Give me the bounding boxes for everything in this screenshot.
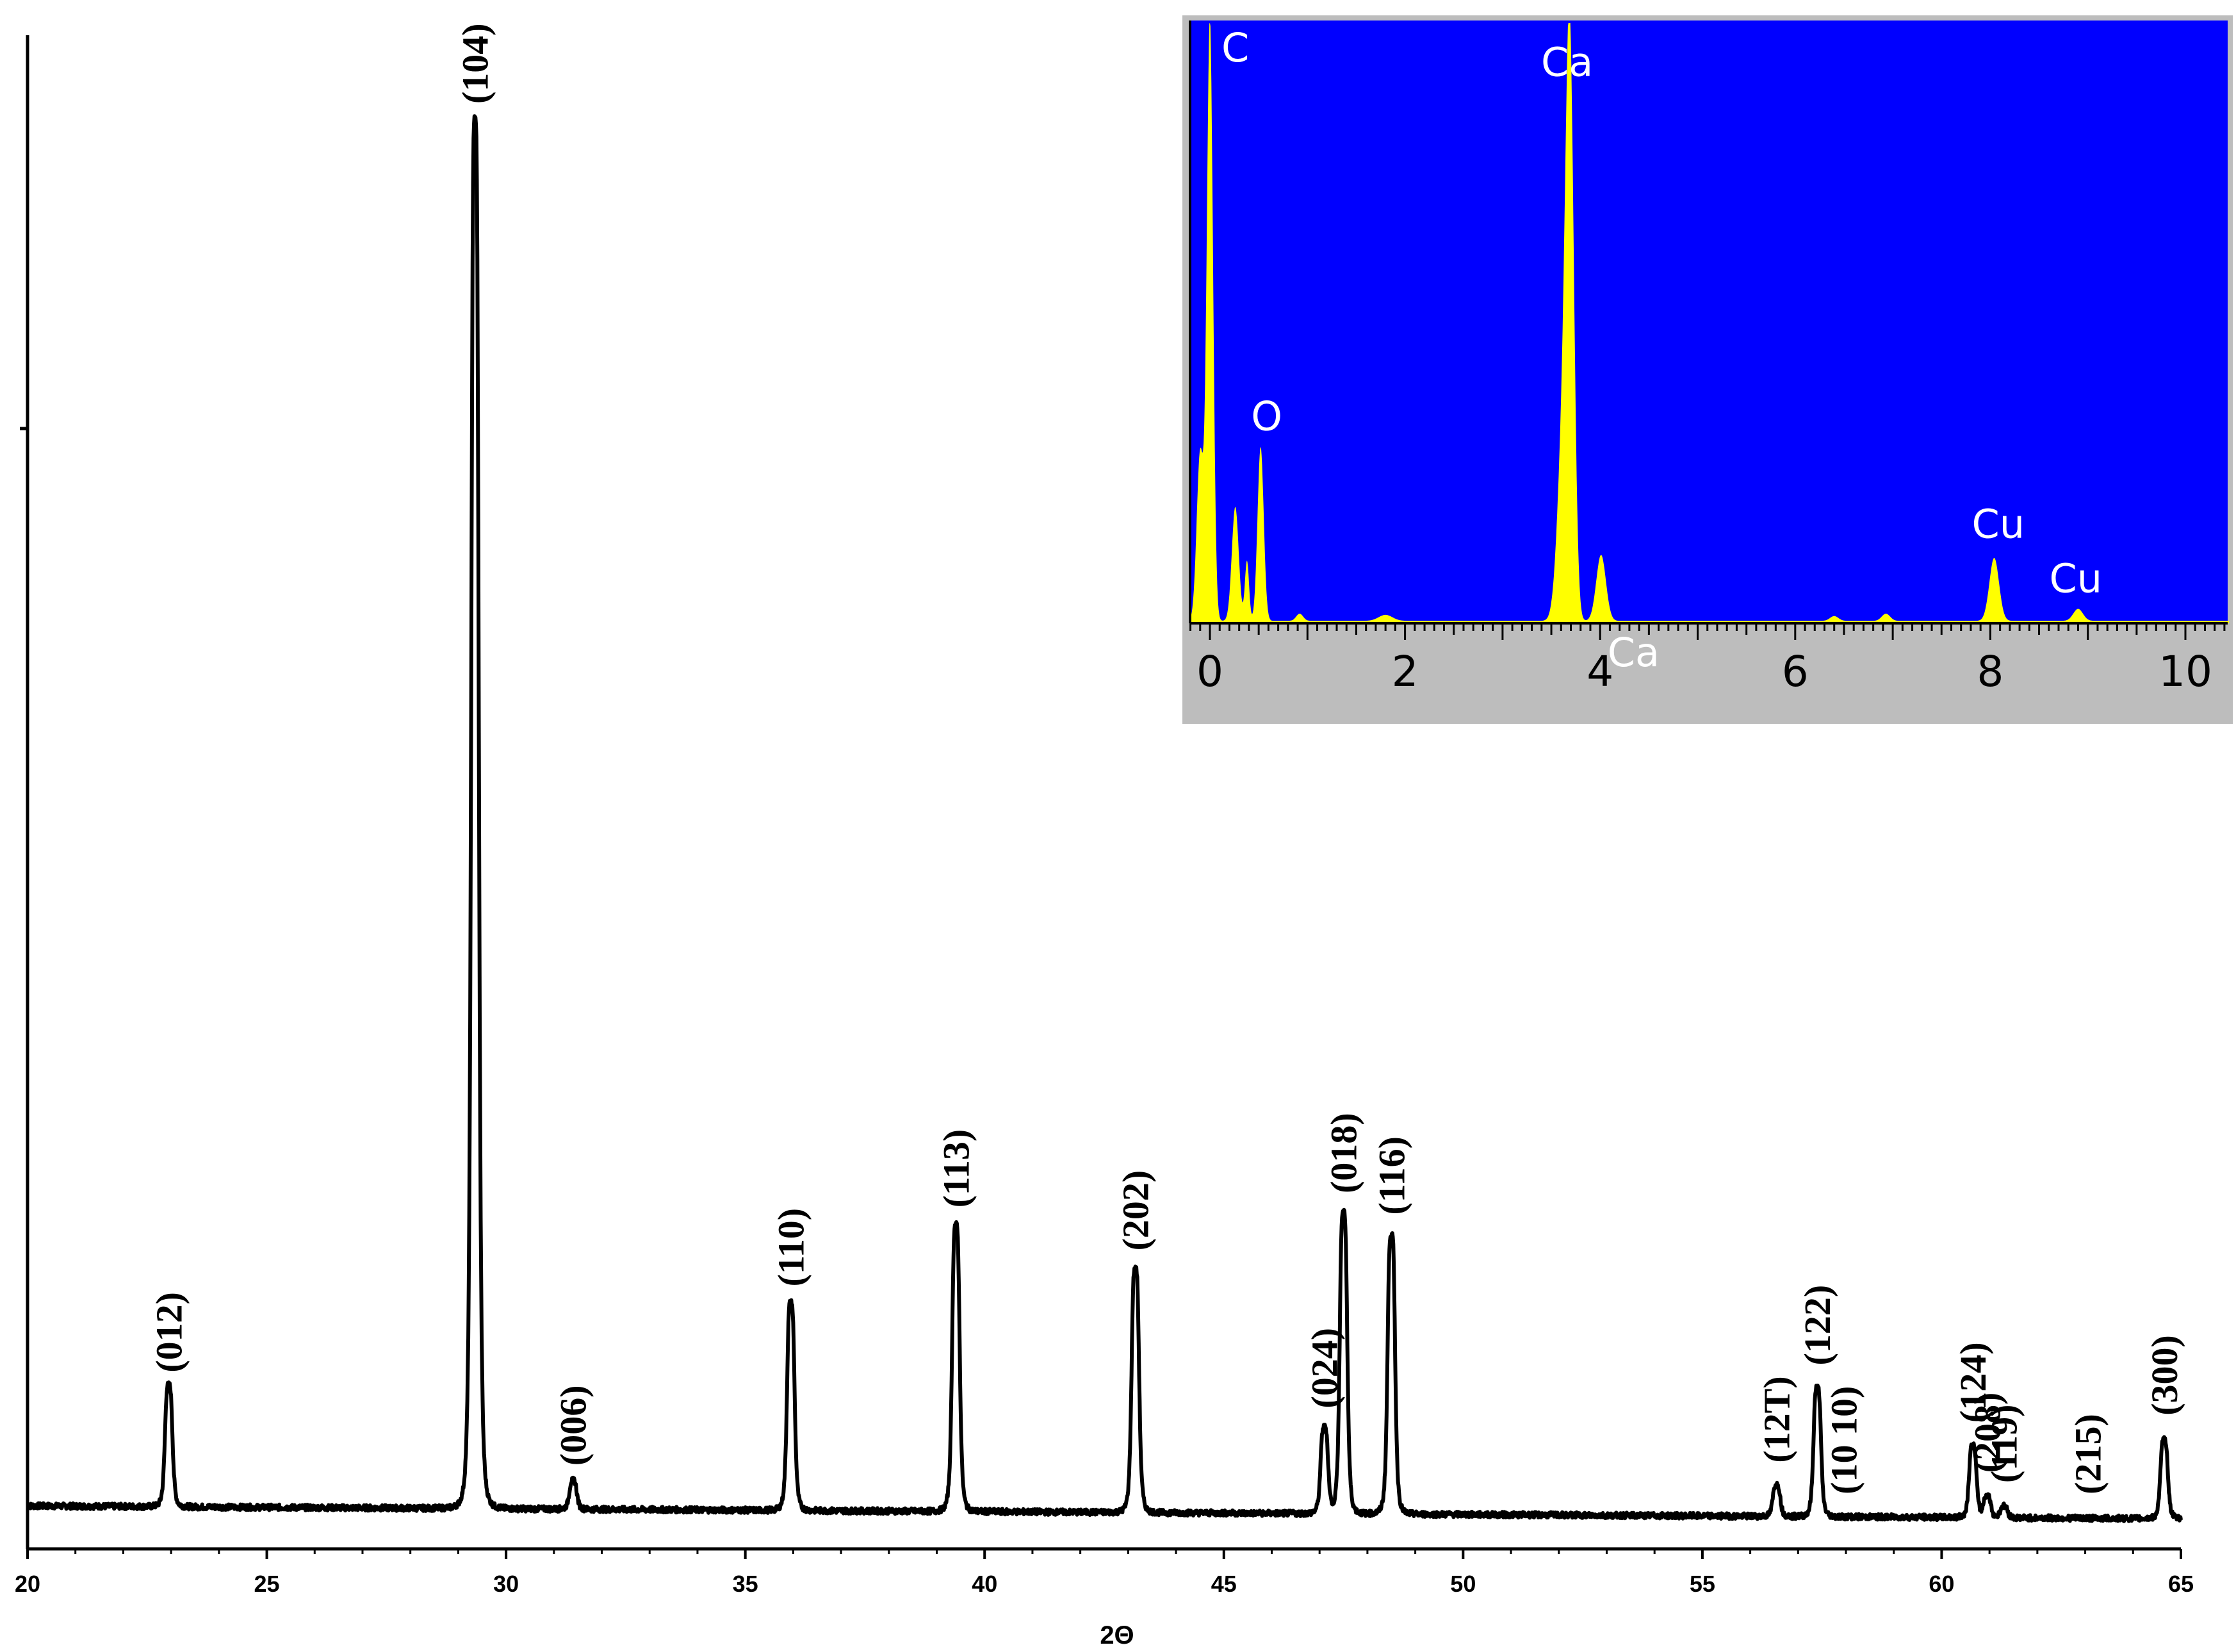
eds-tick-label: 6 (1782, 647, 1809, 696)
x-tick-label: 65 (2168, 1571, 2194, 1597)
peak-label: (124) (1952, 1342, 1994, 1423)
x-axis-ticks: 20 25 30 35 40 45 50 55 60 65 (15, 1549, 2194, 1597)
peak-label: (113) (935, 1129, 977, 1207)
eds-x-ticks: 0 2 4 6 8 10 (1189, 623, 2226, 696)
peak-label: (202) (1115, 1170, 1157, 1251)
eds-inset: 0 2 4 6 8 10 C O Ca Ca Cu Cu (1182, 15, 2233, 724)
peak-label: (215) (2067, 1414, 2109, 1494)
eds-element-label: Cu (2049, 555, 2102, 601)
eds-tick-label: 8 (1977, 647, 2003, 696)
eds-element-label: Ca (1608, 629, 1660, 676)
x-tick-label: 25 (254, 1571, 280, 1597)
x-tick-label: 60 (1929, 1571, 1954, 1597)
eds-element-label: C (1221, 24, 1249, 71)
x-tick-label: 55 (1690, 1571, 1715, 1597)
peak-label: (122) (1797, 1285, 1838, 1366)
xrd-pattern-line (26, 114, 2183, 1523)
peak-label: (12T) (1756, 1376, 1798, 1462)
peak-label: (110) (771, 1208, 812, 1286)
x-axis-title: 2Θ (1100, 1621, 1134, 1649)
eds-plot-background (1190, 20, 2228, 623)
peak-label: (018) (1323, 1113, 1365, 1193)
eds-tick-label: 2 (1392, 647, 1419, 696)
peak-label: (300) (2144, 1335, 2185, 1416)
xrd-plot-area: 20 25 30 35 40 45 50 55 60 65 (012)(104)(006)(110… (15, 23, 2194, 1649)
eds-element-labels: C O Ca Ca Cu Cu (1221, 24, 2102, 676)
peak-label: (208) (1966, 1393, 2008, 1473)
eds-tick-label: 4 (1587, 647, 1613, 696)
peak-label: (012) (148, 1292, 190, 1373)
eds-element-label: Ca (1541, 38, 1593, 85)
x-tick-label: 40 (972, 1571, 997, 1597)
peak-labels: (012) (104) (006) (110) (113) (202) (024) (018)… (148, 23, 2185, 1494)
x-tick-label: 50 (1450, 1571, 1476, 1597)
peak-label: (104) (455, 23, 496, 104)
x-tick-label: 35 (733, 1571, 758, 1597)
peak-label: (116) (1371, 1136, 1412, 1214)
x-tick-label: 20 (15, 1571, 40, 1597)
peak-label: (119) (1984, 1405, 2025, 1483)
eds-tick-label: 10 (2158, 647, 2212, 696)
peak-label: (006) (553, 1385, 594, 1466)
x-tick-label: 30 (493, 1571, 519, 1597)
peak-label: (10 10) (1823, 1386, 1865, 1494)
eds-tick-label: 0 (1196, 647, 1223, 696)
eds-element-label: O (1251, 393, 1282, 439)
x-tick-label: 45 (1211, 1571, 1237, 1597)
peak-label: (024) (1304, 1328, 1346, 1409)
eds-element-label: Cu (1971, 501, 2025, 548)
